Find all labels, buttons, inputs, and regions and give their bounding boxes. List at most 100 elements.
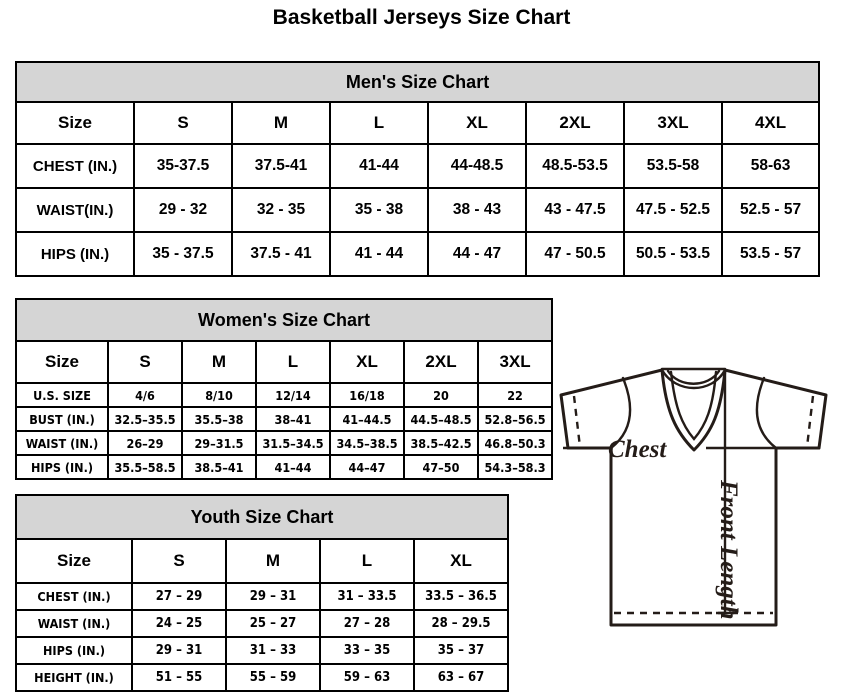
womens-banner-title: Women's Size Chart bbox=[14, 298, 554, 342]
mens-cell-chest-4xl: 58-63 bbox=[720, 143, 821, 189]
youth-cell-chest-s: 27 – 29 bbox=[131, 582, 227, 611]
youth-cell-waist-l: 27 – 28 bbox=[319, 609, 415, 638]
womens-cell-bust-xl: 41–44.5 bbox=[329, 406, 405, 432]
mens-cell-chest-2xl: 48.5-53.5 bbox=[525, 143, 625, 189]
table-row: HIPS (IN.) 35 - 37.5 37.5 - 41 41 - 44 4… bbox=[15, 231, 821, 277]
jersey-left-armhole-seam bbox=[609, 376, 632, 450]
mens-row-label-chest: CHEST (IN.) bbox=[15, 143, 135, 189]
womens-cell-hips-s: 35.5–58.5 bbox=[107, 454, 183, 480]
jersey-measurement-diagram: Chest Front Length bbox=[516, 350, 843, 679]
mens-col-header-3xl: 3XL bbox=[623, 101, 723, 145]
table-row: HEIGHT (IN.) 51 – 55 55 – 59 59 – 63 63 … bbox=[15, 663, 509, 692]
youth-col-header-xl: XL bbox=[413, 538, 509, 584]
womens-row-label-us-size: U.S. SIZE bbox=[15, 382, 109, 408]
chest-measure-label: Chest bbox=[608, 436, 667, 463]
mens-col-header-m: M bbox=[231, 101, 331, 145]
mens-cell-chest-m: 37.5-41 bbox=[231, 143, 331, 189]
jersey-collar-band-inner-line bbox=[669, 370, 718, 441]
womens-col-header-3xl: 3XL bbox=[476, 340, 554, 384]
mens-cell-waist-3xl: 47.5 - 52.5 bbox=[623, 187, 723, 233]
womens-cell-waist-l: 31.5–34.5 bbox=[255, 430, 331, 456]
womens-col-header-l: L bbox=[255, 340, 331, 384]
womens-cell-hips-l: 41–44 bbox=[255, 454, 331, 480]
womens-size-chart-table: Women's Size Chart Size S M L XL 2XL 3XL… bbox=[14, 298, 554, 480]
jersey-back-collar-arc-outer bbox=[660, 368, 727, 390]
youth-cell-chest-xl: 33.5 – 36.5 bbox=[413, 582, 509, 611]
womens-banner-row: Women's Size Chart bbox=[14, 298, 554, 342]
mens-cell-chest-s: 35-37.5 bbox=[133, 143, 233, 189]
table-row: WAIST (IN.) 24 – 25 25 – 27 27 – 28 28 –… bbox=[15, 609, 509, 638]
mens-cell-hips-4xl: 53.5 - 57 bbox=[720, 231, 821, 277]
mens-cell-chest-xl: 44-48.5 bbox=[427, 143, 527, 189]
mens-size-chart-table: Men's Size Chart Size S M L XL 2XL 3XL 4… bbox=[14, 61, 821, 277]
mens-cell-waist-4xl: 52.5 - 57 bbox=[720, 187, 821, 233]
jersey-left-cuff-stitch-line bbox=[572, 395, 582, 448]
womens-cell-us-size-xl: 16/18 bbox=[329, 382, 405, 408]
youth-cell-hips-xl: 35 – 37 bbox=[413, 636, 509, 665]
youth-cell-hips-m: 31 – 33 bbox=[225, 636, 321, 665]
womens-cell-bust-s: 32.5–35.5 bbox=[107, 406, 183, 432]
mens-banner-row: Men's Size Chart bbox=[14, 61, 821, 103]
table-row: CHEST (IN.) 35-37.5 37.5-41 41-44 44-48.… bbox=[15, 143, 821, 189]
jersey-body-outline bbox=[609, 446, 778, 627]
womens-cell-us-size-s: 4/6 bbox=[107, 382, 183, 408]
mens-col-header-s: S bbox=[133, 101, 233, 145]
womens-cell-waist-s: 26–29 bbox=[107, 430, 183, 456]
jersey-right-armhole-seam bbox=[755, 376, 778, 450]
mens-cell-waist-m: 32 - 35 bbox=[231, 187, 331, 233]
youth-cell-height-xl: 63 – 67 bbox=[413, 663, 509, 692]
mens-cell-hips-3xl: 50.5 - 53.5 bbox=[623, 231, 723, 277]
mens-cell-hips-2xl: 47 - 50.5 bbox=[525, 231, 625, 277]
womens-cell-hips-xl: 44–47 bbox=[329, 454, 405, 480]
mens-cell-chest-l: 41-44 bbox=[329, 143, 429, 189]
womens-cell-us-size-l: 12/14 bbox=[255, 382, 331, 408]
jersey-back-collar-arc-inner bbox=[666, 369, 721, 385]
table-row: WAIST (IN.) 26–29 29–31.5 31.5–34.5 34.5… bbox=[15, 430, 554, 456]
womens-cell-bust-2xl: 44.5–48.5 bbox=[403, 406, 479, 432]
mens-row-label-waist: WAIST(IN.) bbox=[15, 187, 135, 233]
table-row: HIPS (IN.) 29 – 31 31 – 33 33 – 35 35 – … bbox=[15, 636, 509, 665]
womens-cell-us-size-3xl: 22 bbox=[476, 382, 554, 408]
jersey-right-cuff-stitch-line bbox=[805, 395, 815, 448]
youth-banner-row: Youth Size Chart bbox=[15, 494, 509, 540]
mens-cell-hips-xl: 44 - 47 bbox=[427, 231, 527, 277]
womens-row-label-hips: HIPS (IN.) bbox=[15, 454, 109, 480]
youth-row-label-hips: HIPS (IN.) bbox=[15, 636, 133, 665]
mens-cell-waist-s: 29 - 32 bbox=[133, 187, 233, 233]
youth-row-label-waist: WAIST (IN.) bbox=[15, 609, 133, 638]
youth-col-header-s: S bbox=[131, 538, 227, 584]
womens-cell-hips-m: 38.5–41 bbox=[181, 454, 257, 480]
youth-column-header-row: Size S M L XL bbox=[15, 538, 509, 584]
mens-col-header-4xl: 4XL bbox=[720, 101, 821, 145]
youth-banner-title: Youth Size Chart bbox=[15, 494, 509, 540]
mens-col-header-xl: XL bbox=[427, 101, 527, 145]
mens-banner-title: Men's Size Chart bbox=[14, 61, 821, 103]
youth-col-header-m: M bbox=[225, 538, 321, 584]
womens-col-header-m: M bbox=[181, 340, 257, 384]
youth-cell-chest-l: 31 – 33.5 bbox=[319, 582, 415, 611]
womens-row-label-bust: BUST (IN.) bbox=[15, 406, 109, 432]
youth-cell-hips-l: 33 – 35 bbox=[319, 636, 415, 665]
womens-cell-waist-m: 29–31.5 bbox=[181, 430, 257, 456]
womens-col-header-2xl: 2XL bbox=[403, 340, 479, 384]
mens-cell-hips-s: 35 - 37.5 bbox=[133, 231, 233, 277]
mens-cell-hips-m: 37.5 - 41 bbox=[231, 231, 331, 277]
womens-cell-waist-2xl: 38.5–42.5 bbox=[403, 430, 479, 456]
womens-cell-waist-3xl: 46.8–50.3 bbox=[476, 430, 554, 456]
youth-cell-waist-m: 25 – 27 bbox=[225, 609, 321, 638]
jersey-v-neck-outline bbox=[660, 368, 727, 452]
mens-column-header-row: Size S M L XL 2XL 3XL 4XL bbox=[15, 101, 821, 145]
womens-cell-us-size-m: 8/10 bbox=[181, 382, 257, 408]
youth-cell-waist-s: 24 – 25 bbox=[131, 609, 227, 638]
mens-col-header-size: Size bbox=[15, 101, 135, 145]
mens-row-label-hips: HIPS (IN.) bbox=[15, 231, 135, 277]
womens-col-header-xl: XL bbox=[329, 340, 405, 384]
table-row: HIPS (IN.) 35.5–58.5 38.5–41 41–44 44–47… bbox=[15, 454, 554, 480]
womens-column-header-row: Size S M L XL 2XL 3XL bbox=[15, 340, 554, 384]
youth-size-chart-table: Youth Size Chart Size S M L XL CHEST (IN… bbox=[15, 494, 509, 692]
table-row: BUST (IN.) 32.5–35.5 35.5–38 38–41 41–44… bbox=[15, 406, 554, 432]
mens-cell-waist-2xl: 43 - 47.5 bbox=[525, 187, 625, 233]
youth-col-header-l: L bbox=[319, 538, 415, 584]
womens-cell-us-size-2xl: 20 bbox=[403, 382, 479, 408]
womens-cell-bust-3xl: 52.8–56.5 bbox=[476, 406, 554, 432]
